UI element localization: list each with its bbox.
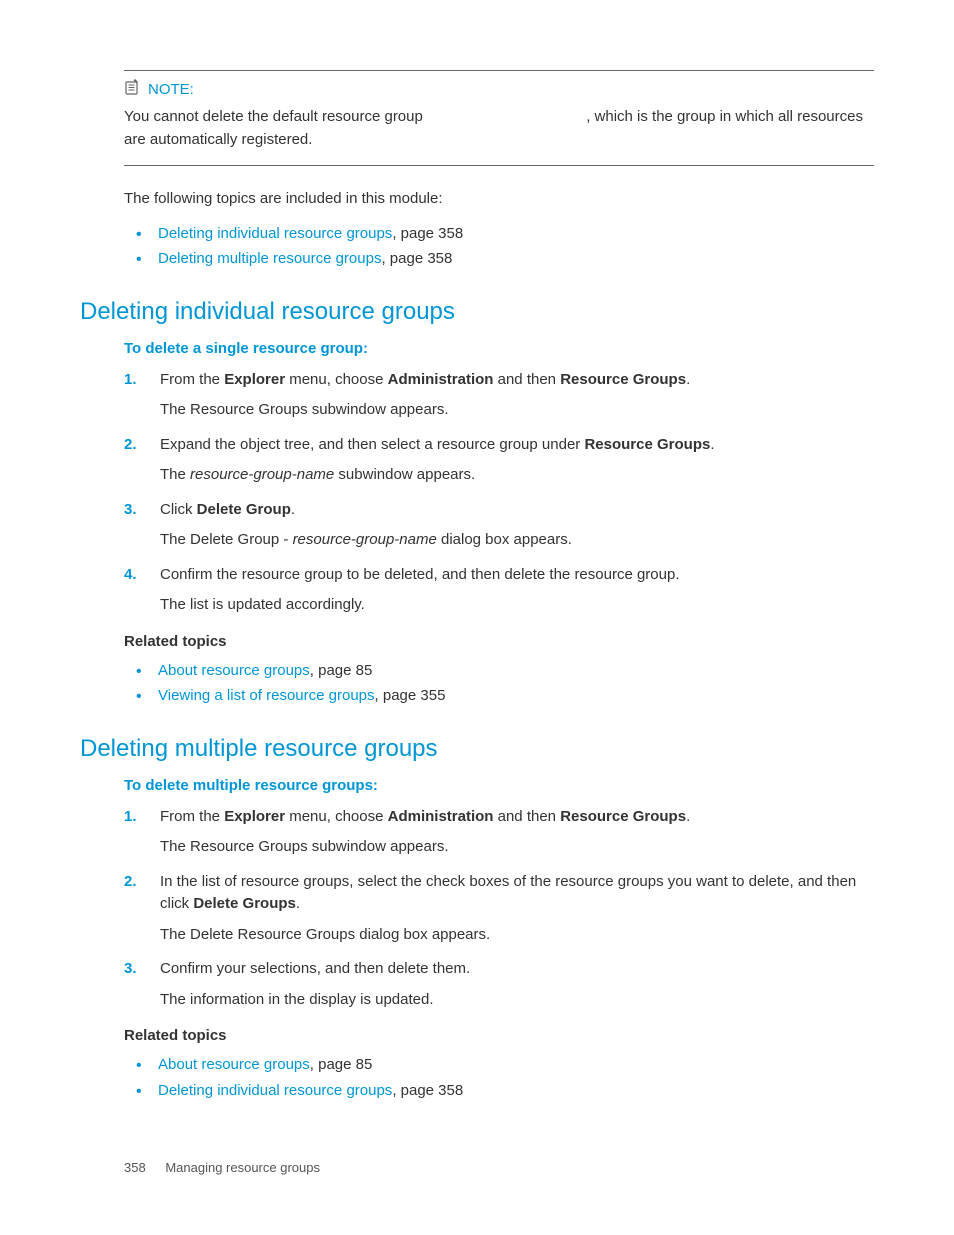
related-topics-list: About resource groups, page 85 Viewing a… [124, 658, 874, 709]
section-heading: Deleting multiple resource groups [80, 735, 874, 763]
step-text: Confirm the resource group to be deleted… [160, 566, 680, 583]
note-header: NOTE: [124, 79, 874, 100]
related-link[interactable]: About resource groups [158, 1056, 310, 1073]
step-result: The Delete Resource Groups dialog box ap… [160, 924, 874, 947]
steps-list: 1. From the Explorer menu, choose Admini… [124, 369, 874, 617]
list-item: Viewing a list of resource groups, page … [154, 683, 874, 709]
related-topics-heading: Related topics [124, 1027, 874, 1044]
step: 1. From the Explorer menu, choose Admini… [160, 369, 874, 422]
topic-suffix: , page 358 [392, 225, 463, 242]
module-topics-list: Deleting individual resource groups, pag… [124, 221, 874, 272]
related-link[interactable]: Deleting individual resource groups [158, 1082, 392, 1099]
list-item: About resource groups, page 85 [154, 1052, 874, 1078]
step-text: Click Delete Group. [160, 501, 295, 518]
topic-link[interactable]: Deleting multiple resource groups [158, 250, 381, 267]
step-number: 1. [124, 806, 137, 829]
note-body: You cannot delete the default resource g… [124, 106, 874, 151]
intro-text: The following topics are included in thi… [124, 188, 874, 211]
step-result: The Delete Group - resource-group-name d… [160, 529, 874, 552]
step: 4. Confirm the resource group to be dele… [160, 564, 874, 617]
step-result: The information in the display is update… [160, 989, 874, 1012]
chapter-title: Managing resource groups [165, 1160, 320, 1175]
related-suffix: , page 358 [392, 1082, 463, 1099]
list-item: About resource groups, page 85 [154, 658, 874, 684]
step: 3. Click Delete Group. The Delete Group … [160, 499, 874, 552]
note-icon [124, 79, 140, 100]
step-result: The Resource Groups subwindow appears. [160, 836, 874, 859]
note-label: NOTE: [148, 81, 194, 98]
step-result: The resource-group-name subwindow appear… [160, 464, 874, 487]
procedure-title: To delete a single resource group: [124, 340, 874, 357]
list-item: Deleting individual resource groups, pag… [154, 221, 874, 247]
step-text: Expand the object tree, and then select … [160, 436, 715, 453]
step: 3. Confirm your selections, and then del… [160, 958, 874, 1011]
section-heading: Deleting individual resource groups [80, 298, 874, 326]
list-item: Deleting multiple resource groups, page … [154, 246, 874, 272]
step: 2. Expand the object tree, and then sele… [160, 434, 874, 487]
page-container: NOTE: You cannot delete the default reso… [0, 0, 954, 1235]
step-text: In the list of resource groups, select t… [160, 873, 856, 913]
procedure-title: To delete multiple resource groups: [124, 777, 874, 794]
step: 1. From the Explorer menu, choose Admini… [160, 806, 874, 859]
related-suffix: , page 85 [310, 662, 373, 679]
page-footer: 358 Managing resource groups [124, 1160, 320, 1175]
step-result: The list is updated accordingly. [160, 594, 874, 617]
steps-list: 1. From the Explorer menu, choose Admini… [124, 806, 874, 1012]
related-link[interactable]: Viewing a list of resource groups [158, 687, 375, 704]
note-text-before: You cannot delete the default resource g… [124, 108, 427, 125]
related-topics-list: About resource groups, page 85 Deleting … [124, 1052, 874, 1103]
step-number: 3. [124, 958, 137, 981]
list-item: Deleting individual resource groups, pag… [154, 1078, 874, 1104]
page-number: 358 [124, 1160, 146, 1175]
topic-suffix: , page 358 [381, 250, 452, 267]
note-box: NOTE: You cannot delete the default reso… [124, 70, 874, 166]
step-text: From the Explorer menu, choose Administr… [160, 371, 690, 388]
step-text: From the Explorer menu, choose Administr… [160, 808, 690, 825]
related-link[interactable]: About resource groups [158, 662, 310, 679]
related-topics-heading: Related topics [124, 633, 874, 650]
step-number: 4. [124, 564, 137, 587]
step-number: 2. [124, 434, 137, 457]
topic-link[interactable]: Deleting individual resource groups [158, 225, 392, 242]
step-result: The Resource Groups subwindow appears. [160, 399, 874, 422]
step-number: 3. [124, 499, 137, 522]
step-text: Confirm your selections, and then delete… [160, 960, 470, 977]
related-suffix: , page 355 [375, 687, 446, 704]
step-number: 2. [124, 871, 137, 894]
related-suffix: , page 85 [310, 1056, 373, 1073]
step: 2. In the list of resource groups, selec… [160, 871, 874, 947]
step-number: 1. [124, 369, 137, 392]
